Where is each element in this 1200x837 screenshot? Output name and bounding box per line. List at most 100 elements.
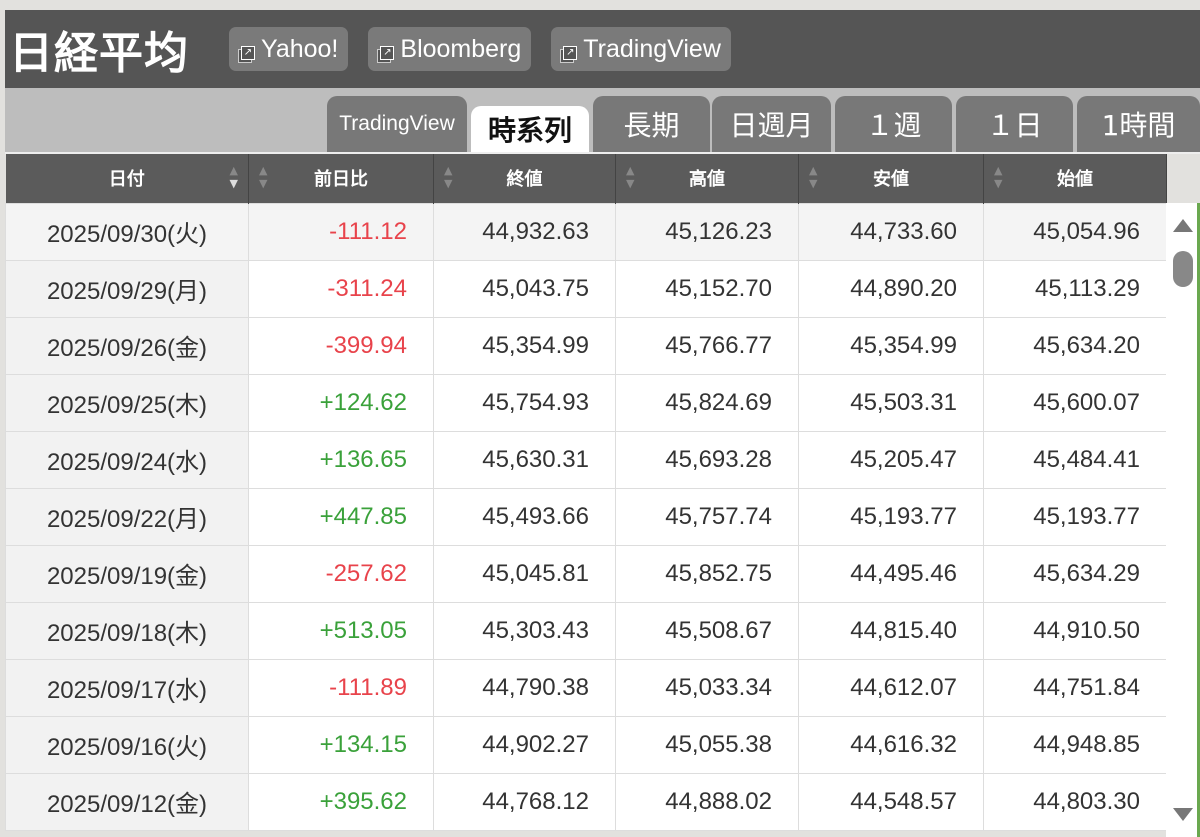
column-header-label: 高値 (689, 169, 725, 191)
column-header[interactable]: 前日比 ▲ ▼ (248, 154, 434, 203)
column-header-label: 前日比 (314, 169, 368, 191)
cell-open: 45,484.41 (983, 430, 1167, 489)
sort-icon[interactable]: ▲ ▼ (444, 164, 453, 190)
column-header-label: 安値 (873, 169, 909, 191)
cell-change: -111.89 (248, 658, 434, 717)
price-table: 日付 ▲ ▼ 前日比 ▲ ▼ 終値 ▲ ▼ 高値 ▲ ▼ 安値 ▲ ▼ 始値 ▲ ▼ 2025/09/30(火) -… (5, 154, 1167, 831)
column-header-label: 終値 (506, 169, 543, 191)
external-link-icon: ↗ (563, 46, 578, 60)
cell-open: 44,948.85 (983, 715, 1167, 774)
cell-open: 44,910.50 (983, 601, 1167, 660)
cell-low: 44,890.20 (798, 259, 984, 318)
external-link-icon: ↗ (241, 46, 255, 60)
link-label: Yahoo! (261, 34, 339, 63)
tab-2[interactable]: 長期 (593, 96, 710, 152)
sort-icon[interactable]: ▲ ▼ (994, 164, 1003, 190)
scrollbar[interactable] (1166, 203, 1200, 837)
cell-change: +447.85 (248, 487, 434, 546)
sort-icon[interactable]: ▲ ▼ (626, 164, 635, 190)
cell-change: -111.12 (248, 202, 434, 261)
table-row[interactable]: 2025/09/26(金) -399.94 45,354.99 45,766.77 45… (5, 316, 1167, 375)
cell-low: 45,503.31 (798, 373, 984, 432)
cell-change: -257.62 (248, 544, 434, 603)
cell-high: 45,126.23 (615, 202, 799, 261)
cell-date: 2025/09/25(木) (5, 373, 249, 432)
table-row[interactable]: 2025/09/17(水) -111.89 44,790.38 45,033.34 44… (5, 658, 1167, 717)
cell-low: 45,193.77 (798, 487, 984, 546)
cell-high: 45,766.77 (615, 316, 799, 375)
cell-close: 45,493.66 (433, 487, 616, 546)
column-header-label: 始値 (1057, 169, 1093, 191)
cell-open: 45,634.20 (983, 316, 1167, 375)
link-yahoo[interactable]: ↗ Yahoo! (229, 27, 349, 71)
cell-low: 44,733.60 (798, 202, 984, 261)
cell-close: 45,354.99 (433, 316, 616, 375)
cell-date: 2025/09/17(水) (5, 658, 249, 717)
column-header[interactable]: 終値 ▲ ▼ (433, 154, 616, 203)
cell-open: 45,600.07 (983, 373, 1167, 432)
cell-high: 45,055.38 (615, 715, 799, 774)
table-row[interactable]: 2025/09/18(木) +513.05 45,303.43 45,508.67 44… (5, 601, 1167, 660)
column-header[interactable]: 日付 ▲ ▼ (5, 154, 249, 203)
table-row[interactable]: 2025/09/19(金) -257.62 45,045.81 45,852.75 44… (5, 544, 1167, 603)
cell-change: +136.65 (248, 430, 434, 489)
cell-date: 2025/09/22(月) (5, 487, 249, 546)
cell-high: 45,757.74 (615, 487, 799, 546)
column-header[interactable]: 安値 ▲ ▼ (798, 154, 984, 203)
cell-close: 45,045.81 (433, 544, 616, 603)
cell-open: 45,634.29 (983, 544, 1167, 603)
tab-6[interactable]: 1時間 (1077, 96, 1200, 152)
column-header-label: 日付 (108, 169, 145, 191)
cell-close: 44,902.27 (433, 715, 616, 774)
cell-open: 45,054.96 (983, 202, 1167, 261)
tab-1[interactable]: 時系列 (471, 106, 589, 152)
tab-3[interactable]: 日週月 (712, 96, 831, 152)
external-link-icon: ↗ (380, 46, 395, 60)
sort-icon[interactable]: ▲ ▼ (229, 164, 238, 190)
cell-high: 45,852.75 (615, 544, 799, 603)
page-header: 日経平均 ↗ Yahoo! ↗ Bloomberg ↗ TradingView (5, 10, 1200, 88)
cell-close: 44,790.38 (433, 658, 616, 717)
tab-0[interactable]: TradingView (327, 96, 467, 152)
cell-open: 45,113.29 (983, 259, 1167, 318)
scrollbar-thumb[interactable] (1173, 251, 1193, 287)
column-header[interactable]: 高値 ▲ ▼ (615, 154, 799, 203)
cell-close: 44,932.63 (433, 202, 616, 261)
table-row[interactable]: 2025/09/24(水) +136.65 45,630.31 45,693.28 45… (5, 430, 1167, 489)
table-row[interactable]: 2025/09/22(月) +447.85 45,493.66 45,757.74 45… (5, 487, 1167, 546)
scroll-up-arrow-icon[interactable] (1173, 219, 1193, 232)
cell-change: -399.94 (248, 316, 434, 375)
cell-close: 44,768.12 (433, 772, 616, 831)
cell-open: 44,803.30 (983, 772, 1167, 831)
link-bloomberg[interactable]: ↗ Bloomberg (368, 27, 532, 71)
page-title: 日経平均 (9, 28, 189, 79)
table-row[interactable]: 2025/09/29(月) -311.24 45,043.75 45,152.70 44… (5, 259, 1167, 318)
cell-change: +513.05 (248, 601, 434, 660)
cell-change: +124.62 (248, 373, 434, 432)
table-row[interactable]: 2025/09/30(火) -111.12 44,932.63 45,126.23 44… (5, 202, 1167, 261)
cell-date: 2025/09/16(火) (5, 715, 249, 774)
cell-open: 44,751.84 (983, 658, 1167, 717)
table-row[interactable]: 2025/09/25(木) +124.62 45,754.93 45,824.69 45… (5, 373, 1167, 432)
link-label: Bloomberg (400, 34, 522, 63)
cell-high: 45,693.28 (615, 430, 799, 489)
cell-date: 2025/09/29(月) (5, 259, 249, 318)
scroll-down-arrow-icon[interactable] (1173, 808, 1193, 821)
cell-change: -311.24 (248, 259, 434, 318)
cell-date: 2025/09/19(金) (5, 544, 249, 603)
tab-5[interactable]: １日 (956, 96, 1073, 152)
cell-low: 45,354.99 (798, 316, 984, 375)
cell-open: 45,193.77 (983, 487, 1167, 546)
cell-low: 44,495.46 (798, 544, 984, 603)
table-row[interactable]: 2025/09/12(金) +395.62 44,768.12 44,888.02 44… (5, 772, 1167, 831)
tab-4[interactable]: １週 (835, 96, 952, 152)
cell-change: +395.62 (248, 772, 434, 831)
sort-icon[interactable]: ▲ ▼ (809, 164, 818, 190)
tab-bar: TradingView 時系列 長期 日週月 １週 １日 1時間 (5, 88, 1200, 154)
link-tradingview[interactable]: ↗ TradingView (551, 27, 731, 71)
cell-change: +134.15 (248, 715, 434, 774)
table-row[interactable]: 2025/09/16(火) +134.15 44,902.27 45,055.38 44… (5, 715, 1167, 774)
column-header[interactable]: 始値 ▲ ▼ (983, 154, 1167, 203)
sort-icon[interactable]: ▲ ▼ (259, 164, 268, 190)
cell-high: 44,888.02 (615, 772, 799, 831)
